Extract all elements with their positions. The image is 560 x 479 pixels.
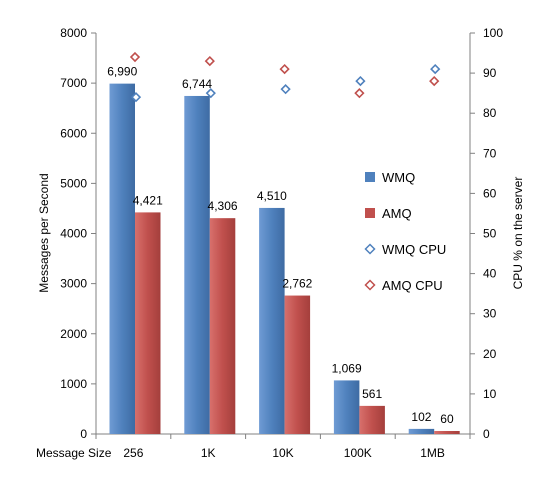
data-label-amq-1K: 4,306 xyxy=(208,199,238,213)
right-axis-ticks: 0 10 20 30 40 50 60 70 80 90 100 xyxy=(470,26,503,441)
x-tick-label-1K: 1K xyxy=(201,446,216,460)
bar-amq-256 xyxy=(135,212,161,434)
data-label-amq-10K: 2,762 xyxy=(282,277,312,291)
right-axis-title: CPU % on the server xyxy=(511,177,525,290)
marker-wmq-cpu-100K xyxy=(355,75,366,87)
right-tick-label: 100 xyxy=(483,26,503,40)
marker-amq-cpu-100K xyxy=(354,88,365,99)
bar-wmq-256 xyxy=(109,83,135,434)
bar-amq-1K xyxy=(209,218,236,434)
left-tick-label: 4000 xyxy=(60,227,87,241)
legend: WMQ AMQ WMQ CPU AMQ CPU xyxy=(364,170,446,293)
x-tick-label-100K: 100K xyxy=(344,446,372,460)
legend-label-wmq-cpu: WMQ CPU xyxy=(382,242,446,257)
marker-amq-cpu-1MB xyxy=(429,75,440,87)
left-tick-label: 5000 xyxy=(60,176,87,190)
data-label-amq-100K: 561 xyxy=(362,387,382,401)
legend-swatch-wmq xyxy=(365,172,375,182)
left-axis-title: Messages per Second xyxy=(37,173,51,292)
cpu-markers xyxy=(129,51,441,103)
data-label-wmq-1K: 6,744 xyxy=(182,77,212,91)
right-tick-label: 0 xyxy=(483,427,490,441)
left-tick-label: 3000 xyxy=(60,277,87,291)
left-tick-label: 6000 xyxy=(60,126,87,140)
marker-amq-cpu-256 xyxy=(129,51,141,63)
right-tick-label: 40 xyxy=(483,267,497,281)
data-label-amq-256: 4,421 xyxy=(133,193,163,207)
right-tick-label: 20 xyxy=(483,347,497,361)
x-tick-label-10K: 10K xyxy=(272,446,293,460)
right-tick-label: 80 xyxy=(483,106,497,120)
legend-swatch-wmq-cpu xyxy=(364,243,376,255)
left-axis-ticks: 0 1000 2000 3000 4000 5000 6000 7000 8000 xyxy=(60,26,96,441)
left-tick-label: 1000 xyxy=(60,377,87,391)
marker-wmq-cpu-10K xyxy=(280,84,291,95)
bar-amq-10K xyxy=(284,295,311,434)
marker-wmq-cpu-256 xyxy=(130,92,142,103)
data-label-wmq-100K: 1,069 xyxy=(332,361,362,375)
legend-label-amq: AMQ xyxy=(382,206,412,221)
data-labels: 6,990 6,744 4,510 1,069 102 4,421 4,306 2,762 56… xyxy=(107,65,454,426)
legend-swatch-amq-cpu xyxy=(364,279,376,291)
right-tick-label: 30 xyxy=(483,307,497,321)
data-label-amq-1MB: 60 xyxy=(440,412,454,426)
legend-swatch-amq xyxy=(365,208,375,218)
bar-amq-1MB xyxy=(434,430,460,434)
bars xyxy=(109,83,460,434)
legend-label-amq-cpu: AMQ CPU xyxy=(382,278,443,293)
marker-amq-cpu-10K xyxy=(279,63,290,75)
bar-wmq-1MB xyxy=(408,428,435,434)
x-axis-ticks: 256 1K 10K 100K 1MB xyxy=(95,434,471,460)
bar-wmq-100K xyxy=(333,380,360,434)
left-tick-label: 0 xyxy=(80,427,87,441)
left-tick-label: 2000 xyxy=(60,327,87,341)
right-tick-label: 90 xyxy=(483,66,497,80)
right-tick-label: 60 xyxy=(483,186,497,200)
right-tick-label: 10 xyxy=(483,387,497,401)
x-tick-label-256: 256 xyxy=(123,446,143,460)
left-tick-label: 8000 xyxy=(60,26,87,40)
marker-wmq-cpu-1MB xyxy=(430,63,441,75)
marker-wmq-cpu-1K xyxy=(205,88,216,99)
x-axis-title: Message Size xyxy=(36,446,112,460)
bar-wmq-1K xyxy=(184,95,210,434)
bar-amq-100K xyxy=(359,405,385,434)
data-label-wmq-10K: 4,510 xyxy=(257,189,287,203)
data-label-wmq-1MB: 102 xyxy=(411,410,431,424)
bar-wmq-10K xyxy=(259,207,285,434)
marker-amq-cpu-1K xyxy=(204,55,215,67)
right-tick-label: 70 xyxy=(483,146,497,160)
right-tick-label: 50 xyxy=(483,227,497,241)
left-tick-label: 7000 xyxy=(60,76,87,90)
data-label-wmq-256: 6,990 xyxy=(107,65,137,79)
x-tick-label-1MB: 1MB xyxy=(420,446,445,460)
legend-label-wmq: WMQ xyxy=(382,170,415,185)
